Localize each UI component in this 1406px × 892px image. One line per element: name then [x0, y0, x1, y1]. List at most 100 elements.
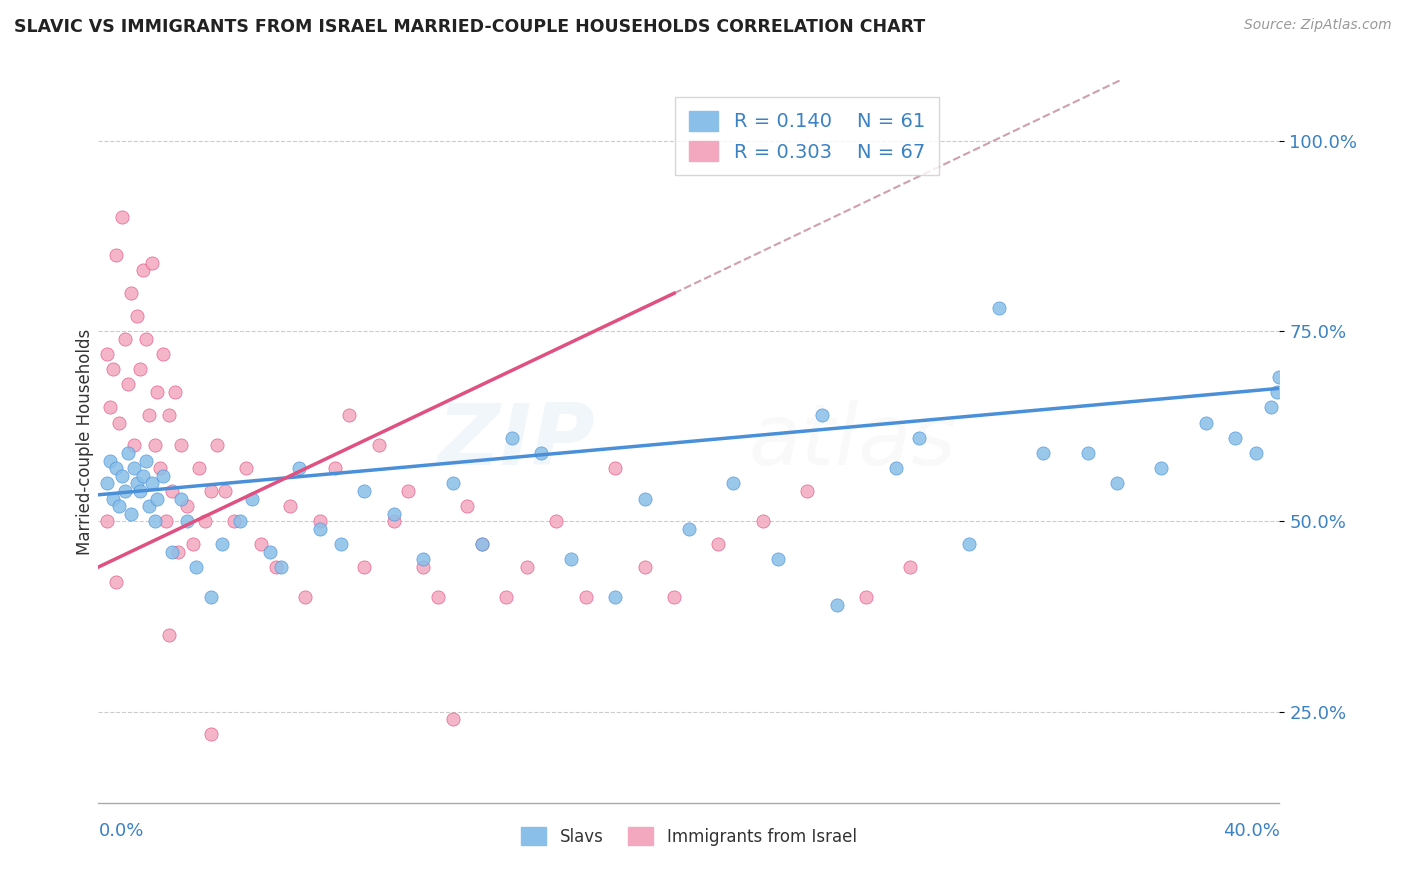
Point: [122, 438, 145, 452]
Point: [634, 560, 657, 574]
Point: [1195, 416, 1218, 430]
Point: [1032, 446, 1054, 460]
Point: [1150, 461, 1173, 475]
Point: [138, 408, 160, 422]
Point: [1077, 446, 1099, 460]
Point: [181, 537, 204, 551]
Point: [427, 591, 450, 605]
Point: [546, 515, 568, 529]
Point: [120, 507, 142, 521]
Point: [1244, 446, 1267, 460]
Point: [323, 461, 346, 475]
Point: [259, 545, 281, 559]
Point: [398, 483, 420, 498]
Point: [294, 591, 316, 605]
Point: [339, 408, 361, 422]
Point: [138, 499, 160, 513]
Text: Source: ZipAtlas.com: Source: ZipAtlas.com: [1244, 18, 1392, 32]
Point: [167, 545, 190, 559]
Point: [187, 461, 209, 475]
Point: [162, 483, 183, 498]
Point: [664, 591, 686, 605]
Point: [108, 499, 131, 513]
Point: [135, 332, 157, 346]
Point: [111, 210, 134, 224]
Point: [707, 537, 730, 551]
Point: [884, 461, 907, 475]
Point: [111, 468, 134, 483]
Point: [530, 446, 553, 460]
Point: [441, 712, 464, 726]
Point: [270, 560, 292, 574]
Point: [162, 545, 183, 559]
Point: [146, 491, 169, 506]
Point: [135, 453, 157, 467]
Point: [240, 491, 263, 506]
Point: [471, 537, 494, 551]
Point: [224, 515, 246, 529]
Point: [560, 552, 582, 566]
Point: [96, 476, 118, 491]
Point: [105, 248, 128, 262]
Point: [264, 560, 287, 574]
Point: [752, 515, 775, 529]
Point: [309, 522, 332, 536]
Point: [117, 446, 139, 460]
Point: [108, 416, 131, 430]
Point: [412, 560, 434, 574]
Point: [170, 438, 193, 452]
Point: [1265, 385, 1288, 400]
Point: [200, 727, 222, 741]
Point: [152, 468, 174, 483]
Point: [125, 476, 148, 491]
Point: [184, 560, 207, 574]
Point: [176, 499, 198, 513]
Point: [382, 507, 405, 521]
Text: atlas: atlas: [748, 400, 956, 483]
Point: [114, 332, 136, 346]
Point: [988, 301, 1011, 316]
Point: [605, 591, 627, 605]
Point: [117, 377, 139, 392]
Point: [280, 499, 302, 513]
Point: [120, 286, 142, 301]
Point: [353, 483, 375, 498]
Point: [309, 515, 332, 529]
Text: ZIP: ZIP: [437, 400, 595, 483]
Text: 40.0%: 40.0%: [1223, 822, 1279, 839]
Point: [412, 552, 434, 566]
Point: [825, 598, 848, 612]
Point: [152, 347, 174, 361]
Point: [146, 385, 169, 400]
Point: [211, 537, 233, 551]
Point: [288, 461, 311, 475]
Point: [105, 575, 128, 590]
Point: [1107, 476, 1129, 491]
Point: [96, 347, 118, 361]
Point: [98, 401, 121, 415]
Point: [132, 468, 155, 483]
Point: [501, 431, 523, 445]
Point: [141, 476, 163, 491]
Point: [200, 483, 222, 498]
Point: [796, 483, 818, 498]
Point: [1260, 401, 1282, 415]
Point: [516, 560, 538, 574]
Point: [457, 499, 479, 513]
Point: [959, 537, 981, 551]
Point: [678, 522, 700, 536]
Point: [353, 560, 375, 574]
Point: [143, 438, 166, 452]
Point: [96, 515, 118, 529]
Point: [634, 491, 657, 506]
Point: [1225, 431, 1247, 445]
Text: SLAVIC VS IMMIGRANTS FROM ISRAEL MARRIED-COUPLE HOUSEHOLDS CORRELATION CHART: SLAVIC VS IMMIGRANTS FROM ISRAEL MARRIED…: [14, 18, 925, 36]
Point: [329, 537, 352, 551]
Point: [382, 515, 405, 529]
Point: [194, 515, 217, 529]
Point: [149, 461, 172, 475]
Point: [605, 461, 627, 475]
Point: [103, 491, 125, 506]
Point: [128, 483, 150, 498]
Point: [170, 491, 193, 506]
